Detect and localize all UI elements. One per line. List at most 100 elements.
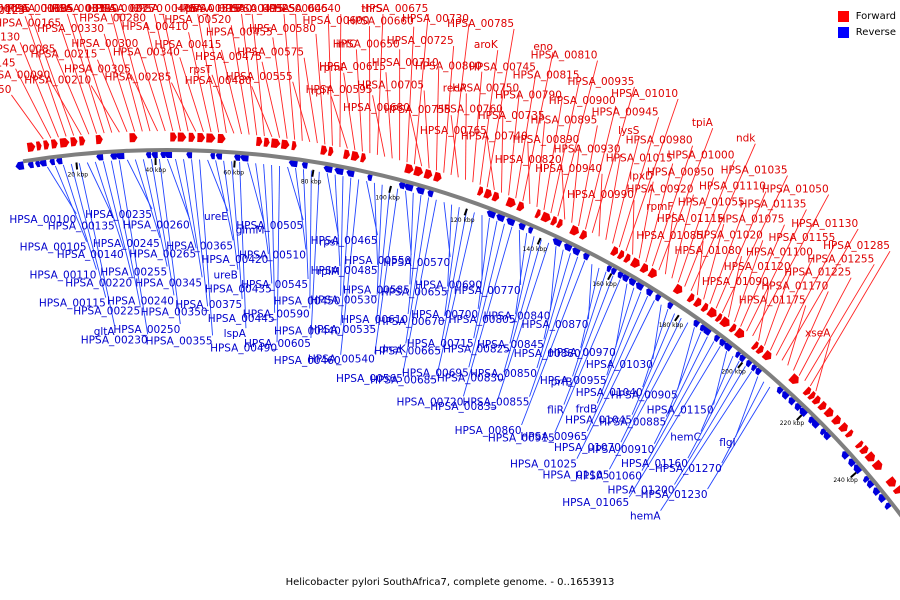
- forward-gene-label: HPSA_00990: [567, 189, 634, 201]
- label-connector: [413, 13, 429, 165]
- label-connector: [571, 145, 580, 223]
- reverse-gene-label: HPSA_00700: [411, 309, 478, 321]
- label-connector: [521, 260, 586, 426]
- reverse-gene-label: HPSA_01060: [575, 471, 642, 483]
- forward-gene-label: HPSA_00660: [347, 16, 414, 28]
- forward-gene-label: HPSA_00130: [0, 31, 20, 43]
- scale-tick: [674, 314, 680, 322]
- label-connector: [110, 160, 141, 306]
- forward-gene-label: HPSA_00750: [452, 83, 519, 95]
- label-connector: [376, 13, 384, 155]
- scale-tick-label: 180 kbp: [659, 322, 684, 329]
- forward-feature-arrow: [413, 166, 424, 177]
- label-connector: [142, 159, 168, 267]
- forward-gene-label: aroK: [474, 39, 499, 51]
- label-connector: [15, 68, 52, 139]
- label-connector: [598, 173, 603, 237]
- reverse-gene-label: HPSA_00490: [210, 342, 277, 354]
- reverse-gene-label: HPSA_00585: [343, 284, 410, 296]
- forward-feature-arrow: [647, 267, 657, 279]
- label-connector: [62, 164, 97, 270]
- forward-feature-arrow: [350, 151, 360, 161]
- scale-tick-label: 80 kbp: [301, 179, 322, 186]
- label-connector: [220, 49, 242, 135]
- reverse-gene-label: gltA: [94, 326, 116, 338]
- reverse-gene-label: HPSA_01200: [608, 485, 675, 497]
- label-connector: [223, 160, 239, 270]
- label-connector: [674, 365, 746, 485]
- label-connector: [543, 249, 564, 340]
- reverse-gene-label: HPSA_00465: [311, 235, 378, 247]
- label-connector: [660, 371, 753, 511]
- forward-gene-label: HPSA_00495: [217, 3, 284, 15]
- label-connector: [752, 194, 830, 337]
- forward-gene-label: HPSA_00730: [402, 13, 469, 25]
- label-connector: [734, 240, 764, 323]
- label-connector: [118, 13, 151, 132]
- forward-feature-arrow: [859, 445, 869, 455]
- forward-gene-label: thrS: [361, 3, 383, 15]
- map-caption: Helicobacter pylori SouthAfrica7, comple…: [285, 577, 615, 588]
- forward-feature-arrow: [672, 283, 683, 295]
- reverse-gene-label: HPSA_00350: [141, 306, 208, 318]
- forward-feature-arrow: [263, 137, 270, 147]
- forward-gene-label: HPSA_00300: [71, 38, 138, 50]
- forward-gene-label: HPSA_00765: [420, 125, 487, 137]
- scale-tick: [536, 237, 542, 245]
- label-connector: [606, 287, 635, 376]
- label-connector: [645, 163, 674, 263]
- reverse-gene-label: HPSA_01230: [641, 489, 708, 501]
- forward-gene-label: HPSA_00950: [647, 166, 714, 178]
- label-connector: [543, 100, 563, 211]
- label-connector: [158, 158, 181, 325]
- label-connector: [276, 165, 281, 343]
- forward-feature-arrow: [280, 139, 290, 150]
- forward-gene-label: HPSA_00580: [249, 23, 316, 35]
- forward-feature-arrow: [483, 188, 492, 199]
- forward-feature-arrow: [823, 407, 834, 418]
- label-connector: [405, 197, 430, 344]
- forward-gene-label: HPSA_00680: [343, 102, 410, 114]
- feature-labels: HPSA_00150 HPSA_00145 HPSA_00130 HPSA_00125…: [0, 3, 890, 523]
- forward-feature-arrow: [43, 140, 50, 150]
- reverse-gene-label: HPSA_00870: [521, 319, 588, 331]
- forward-gene-label: HPSA_00340: [113, 46, 180, 58]
- reverse-gene-label: HPSA_00840: [483, 310, 550, 322]
- reverse-gene-label: HPSA_00590: [243, 309, 310, 321]
- label-connector: [700, 355, 734, 432]
- label-connector: [563, 275, 614, 405]
- label-connector: [409, 192, 414, 285]
- reverse-gene-label: HPSA_01025: [510, 459, 577, 471]
- label-connector: [440, 209, 468, 346]
- forward-gene-label: HPSA_00650: [333, 38, 400, 50]
- forward-gene-label: HPSA_00150: [0, 84, 11, 96]
- label-connector: [735, 376, 759, 438]
- forward-gene-label: HPSA_00475: [195, 51, 262, 63]
- label-connector: [444, 207, 460, 317]
- label-connector: [309, 170, 312, 309]
- forward-feature-arrow: [423, 168, 433, 180]
- forward-feature-arrow: [129, 133, 138, 143]
- label-connector: [435, 68, 440, 171]
- reverse-gene-label: HPSA_00435: [205, 283, 272, 295]
- legend-item-reverse: Reverse: [837, 24, 896, 40]
- label-connector: [103, 33, 136, 132]
- forward-gene-label: HPSA_01055: [678, 197, 745, 209]
- forward-gene-label: HPSA_00800: [415, 61, 482, 73]
- reverse-gene-label: HPSA_00770: [454, 285, 521, 297]
- label-connector: [605, 154, 622, 240]
- label-connector: [179, 57, 204, 132]
- label-connector: [578, 125, 598, 227]
- reverse-gene-label: HPSA_00825: [443, 343, 510, 355]
- forward-feature-arrow: [714, 312, 723, 322]
- label-connector: [721, 175, 788, 313]
- label-connector: [90, 85, 120, 133]
- reverse-gene-label: lspA: [224, 328, 247, 340]
- forward-gene-label: HPSA_00945: [592, 106, 659, 118]
- reverse-gene-label: HPSA_01040: [576, 387, 643, 399]
- label-connector: [271, 165, 276, 313]
- genome-backbone: [22, 148, 900, 518]
- label-connector: [465, 93, 467, 180]
- label-connector: [436, 212, 475, 375]
